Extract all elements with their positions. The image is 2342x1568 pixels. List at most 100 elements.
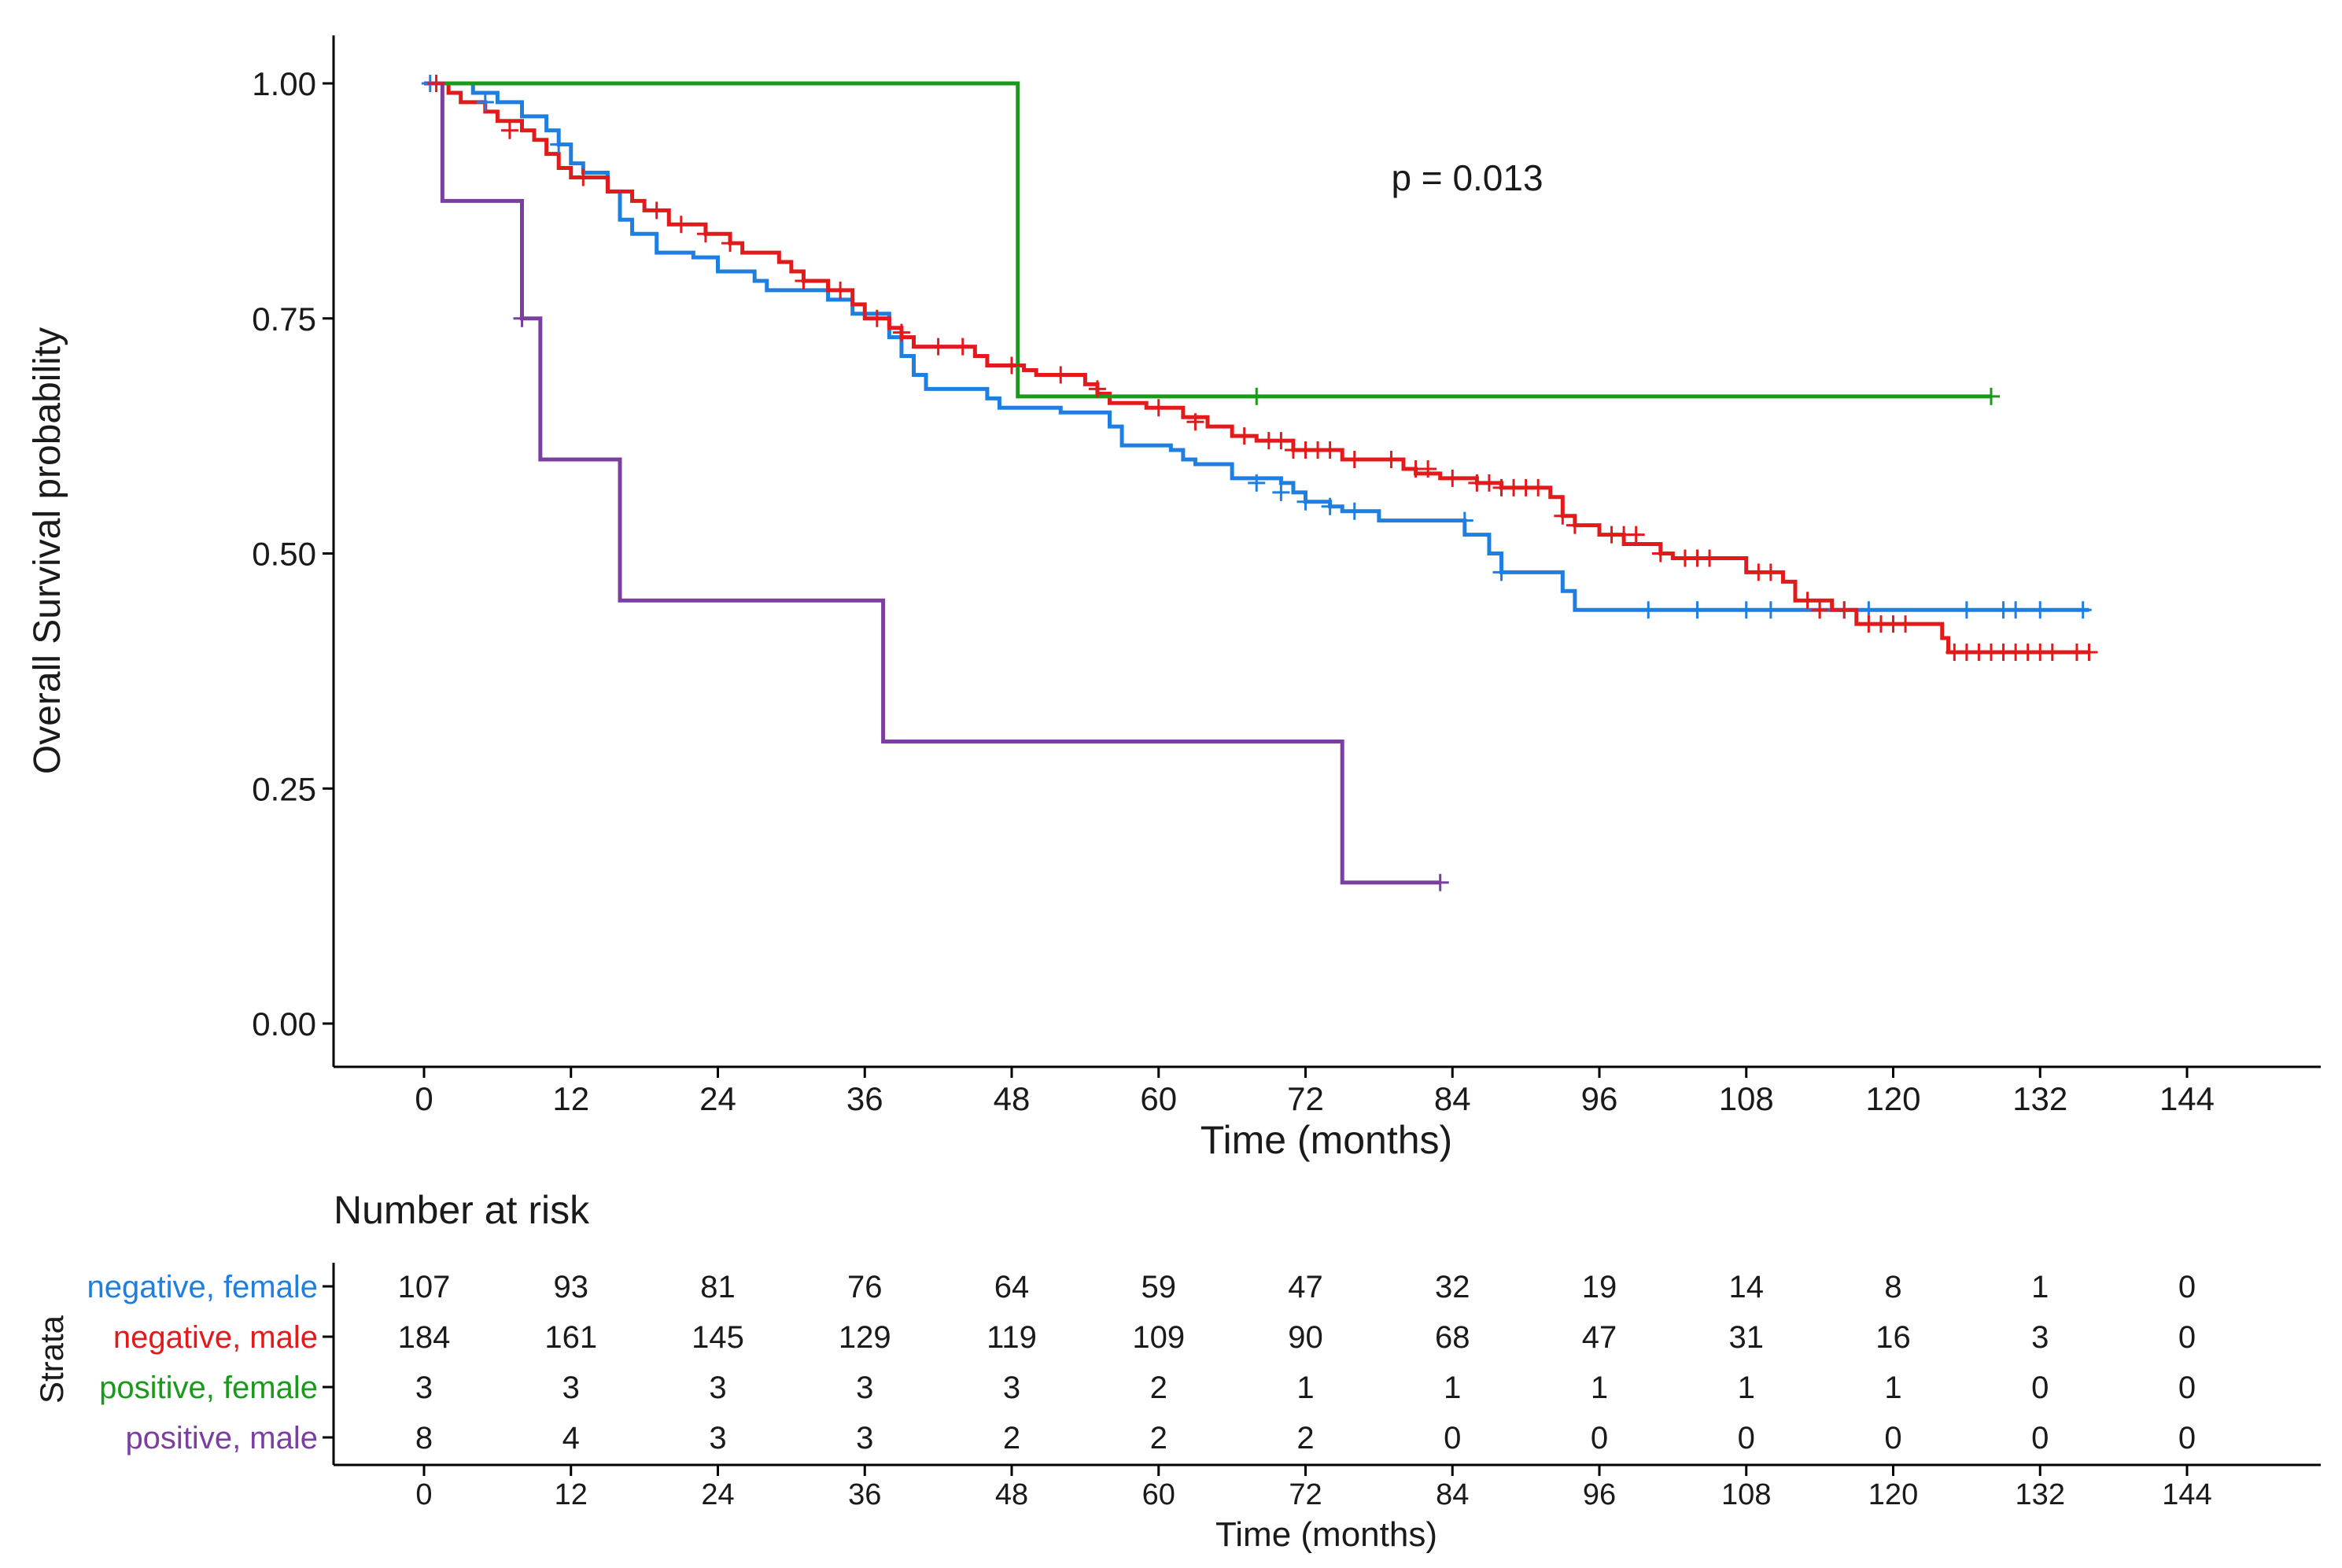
censor-mark-negative-female xyxy=(2007,601,2025,619)
risk-count: 1 xyxy=(1296,1371,1314,1405)
censor-mark-negative-male xyxy=(953,338,972,356)
censor-mark-negative-female xyxy=(1455,511,1473,529)
censor-mark-negative-female xyxy=(1688,601,1706,619)
x-tick-label: 96 xyxy=(1581,1080,1618,1117)
censor-mark-negative-male xyxy=(427,75,445,92)
y-axis-ticks: 0.00 0.25 0.50 0.75 1.00 xyxy=(252,65,334,1042)
censor-mark-negative-male xyxy=(1897,615,1915,633)
risk-row-label-negative-female: negative, female xyxy=(87,1270,318,1304)
risk-x-tick-label: 0 xyxy=(415,1478,432,1511)
x-tick-label: 84 xyxy=(1434,1080,1471,1117)
risk-count: 2 xyxy=(1296,1421,1314,1455)
x-tick-label: 120 xyxy=(1865,1080,1920,1117)
censor-mark-negative-female xyxy=(1761,601,1780,619)
censor-mark-negative-female xyxy=(1272,483,1290,501)
x-tick-label: 24 xyxy=(699,1080,736,1117)
censor-mark-positive-male xyxy=(1431,873,1449,891)
risk-x-tick-label: 36 xyxy=(848,1478,881,1511)
risk-count: 1 xyxy=(2031,1270,2049,1304)
censor-mark-negative-male xyxy=(1003,356,1020,374)
risk-row-label-positive-female: positive, female xyxy=(99,1371,318,1405)
censor-mark-negative-male xyxy=(1345,451,1363,468)
risk-count: 3 xyxy=(1003,1371,1020,1405)
y-axis-label: Overall Survival probability xyxy=(27,327,68,774)
risk-count: 0 xyxy=(2178,1320,2196,1355)
x-tick-label: 132 xyxy=(2012,1080,2067,1117)
risk-count: 2 xyxy=(1003,1421,1020,1455)
risk-x-tick-label: 48 xyxy=(995,1478,1028,1511)
censor-mark-negative-male xyxy=(1235,427,1253,445)
censor-mark-negative-male xyxy=(892,323,910,341)
risk-count: 2 xyxy=(1150,1421,1167,1455)
curve-positive-female xyxy=(424,81,1991,399)
censor-mark-negative-female xyxy=(1737,601,1755,619)
risk-count: 3 xyxy=(562,1371,580,1405)
risk-count: 1 xyxy=(1444,1371,1461,1405)
censor-mark-negative-male xyxy=(1186,413,1204,431)
curve-negative-female xyxy=(424,81,2089,612)
risk-row-labels: negative, female negative, male positive, … xyxy=(87,1270,334,1455)
censor-mark-negative-male xyxy=(929,338,947,356)
risk-count: 1 xyxy=(1884,1371,1901,1405)
risk-count: 184 xyxy=(398,1320,451,1355)
risk-count: 1 xyxy=(1738,1371,1755,1405)
risk-row-label-positive-male: positive, male xyxy=(125,1421,318,1455)
risk-count: 93 xyxy=(554,1270,589,1304)
censor-mark-positive-male xyxy=(513,309,531,327)
risk-count: 0 xyxy=(1591,1421,1608,1455)
risk-count: 107 xyxy=(398,1270,451,1304)
censor-mark-negative-male xyxy=(672,216,690,234)
risk-count: 109 xyxy=(1132,1320,1185,1355)
risk-x-tick-label: 72 xyxy=(1289,1478,1322,1511)
x-tick-label: 12 xyxy=(552,1080,589,1117)
censor-mark-positive-female xyxy=(1248,387,1266,405)
censor-mark-negative-female xyxy=(2031,601,2049,619)
censor-mark-negative-female xyxy=(1957,601,1975,619)
p-value-annotation: p = 0.013 xyxy=(1391,157,1543,198)
curve-negative-male xyxy=(424,81,2089,655)
risk-x-tick-label: 12 xyxy=(555,1478,588,1511)
censor-mark-negative-female xyxy=(1492,563,1510,581)
risk-count: 129 xyxy=(839,1320,891,1355)
x-tick-label: 108 xyxy=(1719,1080,1774,1117)
censor-mark-negative-male xyxy=(1480,474,1498,492)
x-tick-label: 36 xyxy=(846,1080,883,1117)
risk-count: 31 xyxy=(1729,1320,1765,1355)
risk-count: 3 xyxy=(856,1371,873,1405)
censor-mark-negative-female xyxy=(1345,502,1363,520)
risk-x-axis-label: Time (months) xyxy=(1215,1515,1437,1554)
censor-mark-negative-male xyxy=(1419,459,1437,478)
risk-count: 161 xyxy=(544,1320,597,1355)
risk-x-tick-label: 24 xyxy=(701,1478,734,1511)
censor-mark-negative-male xyxy=(721,234,739,253)
risk-count: 68 xyxy=(1435,1320,1470,1355)
risk-count: 3 xyxy=(709,1371,726,1405)
censor-mark-negative-male xyxy=(1321,441,1339,459)
x-tick-label: 0 xyxy=(415,1080,433,1117)
risk-count: 76 xyxy=(847,1270,883,1304)
risk-x-tick-label: 60 xyxy=(1142,1478,1175,1511)
x-tick-label: 72 xyxy=(1287,1080,1324,1117)
risk-count: 0 xyxy=(2031,1421,2049,1455)
curve-positive-male xyxy=(424,81,1440,885)
censor-mark-negative-male xyxy=(1627,526,1645,544)
censor-mark-negative-male xyxy=(1651,544,1669,563)
censor-mark-positive-female xyxy=(1982,387,2000,405)
y-tick-label: 0.00 xyxy=(252,1005,316,1042)
x-axis-ticks: 0 12 24 36 48 60 72 84 96 108 120 132 144 xyxy=(415,1067,2215,1117)
risk-count: 3 xyxy=(856,1421,873,1455)
risk-count: 0 xyxy=(1738,1421,1755,1455)
censor-mark-negative-female xyxy=(1321,497,1339,515)
censor-mark-negative-male xyxy=(832,281,850,299)
risk-count: 0 xyxy=(2178,1371,2196,1405)
risk-count: 8 xyxy=(415,1421,433,1455)
censor-mark-negative-male xyxy=(1811,601,1829,619)
risk-x-tick-label: 108 xyxy=(1721,1478,1771,1511)
risk-table: Number at risk Strata negative, femalene… xyxy=(33,1188,2321,1554)
risk-x-tick-label: 96 xyxy=(1583,1478,1616,1511)
censor-mark-negative-male xyxy=(868,309,886,327)
censor-mark-negative-male xyxy=(1272,432,1290,450)
risk-count: 3 xyxy=(415,1371,433,1405)
